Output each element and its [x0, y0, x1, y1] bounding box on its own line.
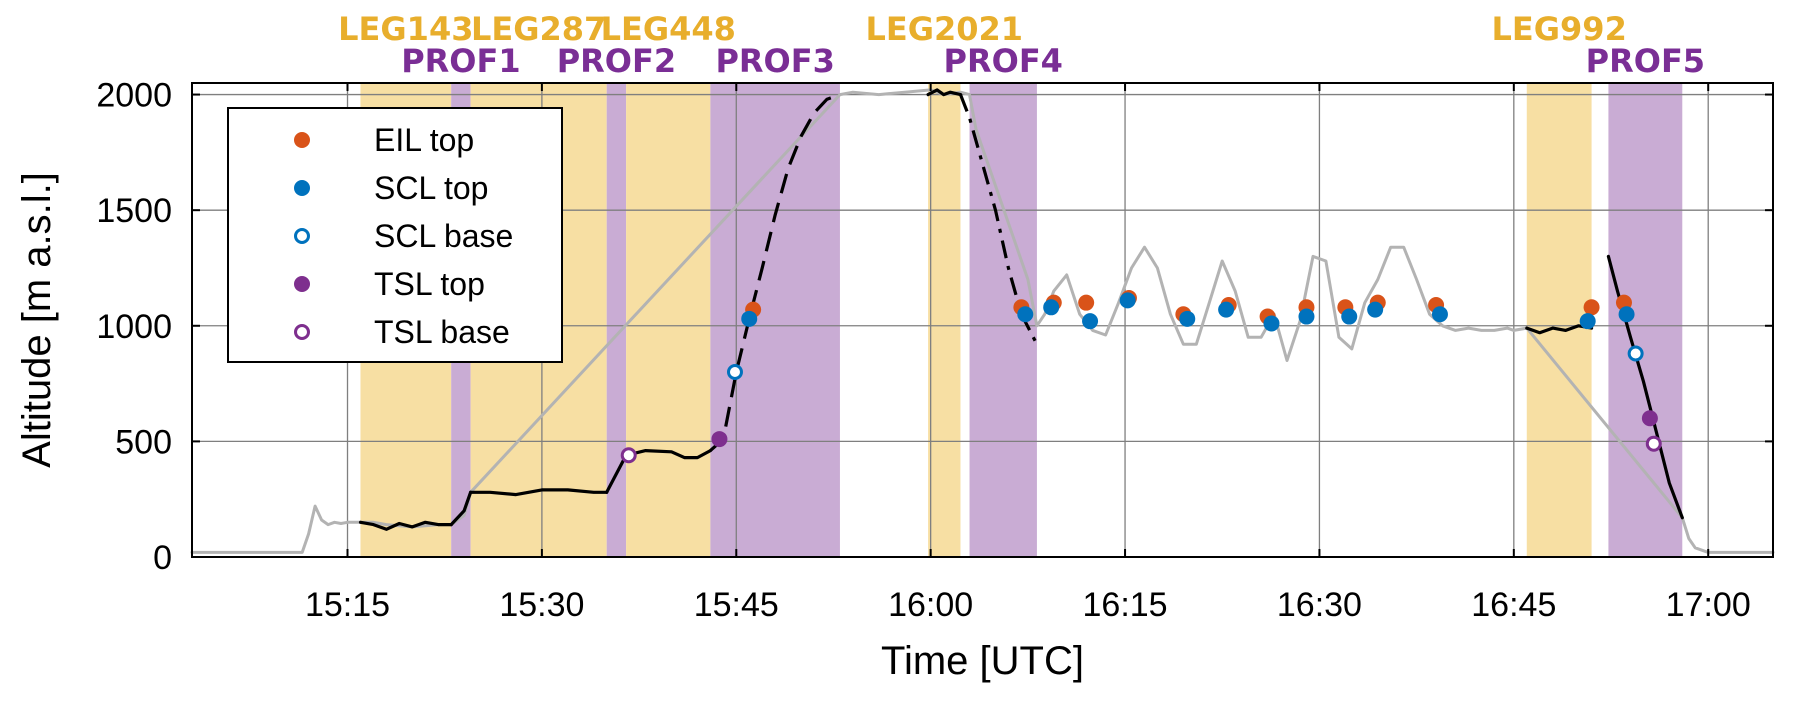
- marker-scl-top-1: [1017, 306, 1034, 323]
- series-line-leg287-track: [469, 488, 609, 497]
- legend-label-scl-top: SCL top: [374, 170, 488, 206]
- segment-label-prof1: PROF1: [401, 42, 520, 80]
- axis-ticks: 15:15 15:30 15:45 16:00 16:15 16:30 16:45 17:00…: [96, 77, 1773, 624]
- band-prof2: [606, 83, 627, 557]
- series-line-leg2021-track: [926, 88, 963, 97]
- marker-scl-top-7: [1263, 315, 1280, 332]
- marker-eil-top-12: [1583, 299, 1600, 316]
- band-leg448: [626, 83, 711, 557]
- y-tick-label-1500: 1500: [96, 192, 172, 230]
- x-tick-label-16-15: 16:15: [1083, 586, 1168, 624]
- x-tick-label-16-30: 16:30: [1277, 586, 1362, 624]
- marker-scl-top-4: [1119, 292, 1136, 309]
- legend-label-eil-top: EIL top: [374, 122, 474, 158]
- band-prof5: [1608, 83, 1683, 557]
- marker-scl-top-3: [1082, 313, 1099, 330]
- legend: EIL top SCL top SCL base TSL top TSL base: [227, 107, 563, 363]
- x-tick-label-16-45: 16:45: [1471, 586, 1556, 624]
- band-prof3: [710, 83, 840, 557]
- legend-marker-tsl-top: [294, 276, 310, 292]
- band-leg2021: [928, 83, 961, 557]
- x-tick-label-15-45: 15:45: [694, 586, 779, 624]
- legend-marker-eil-top: [294, 132, 310, 148]
- segment-label-prof2: PROF2: [557, 42, 676, 80]
- series-line-leg448-track: [624, 449, 713, 460]
- marker-scl-top-0: [741, 310, 758, 327]
- legend-label-scl-base: SCL base: [374, 218, 513, 254]
- series-line-prof1-track: [449, 490, 473, 527]
- series-line-prof2-track: [605, 453, 628, 494]
- legend-marker-tsl-base: [294, 324, 310, 340]
- series-line-prof3-track: [709, 93, 841, 452]
- segment-label-leg992: LEG992: [1492, 10, 1627, 48]
- marker-scl-top-11: [1431, 306, 1448, 323]
- segment-label-prof3: PROF3: [715, 42, 834, 80]
- series-markers: [620, 290, 1662, 464]
- marker-scl-top-5: [1179, 310, 1196, 327]
- marker-tsl-base-1: [1645, 435, 1662, 452]
- x-tick-label-16-00: 16:00: [888, 586, 973, 624]
- legend-marker-scl-base: [294, 228, 310, 244]
- marker-tsl-top-0: [711, 431, 728, 448]
- y-tick-label-2000: 2000: [96, 77, 172, 115]
- marker-scl-top-10: [1367, 301, 1384, 318]
- segment-label-leg287: LEG287: [471, 10, 606, 48]
- segment-label-prof4: PROF4: [944, 42, 1063, 80]
- marker-scl-base-0: [726, 364, 743, 381]
- segment-label-leg2021: LEG2021: [865, 10, 1023, 48]
- legend-marker-scl-top: [294, 180, 310, 196]
- series-line-leg992-track: [1525, 324, 1594, 335]
- series-line-flight-track: [190, 88, 1775, 554]
- marker-tsl-base-0: [620, 447, 637, 464]
- marker-scl-base-1: [1627, 345, 1644, 362]
- segment-label-leg448: LEG448: [601, 10, 736, 48]
- marker-scl-top-8: [1298, 308, 1315, 325]
- marker-scl-top-2: [1043, 299, 1060, 316]
- x-tick-label-15-15: 15:15: [305, 586, 390, 624]
- marker-scl-top-6: [1218, 301, 1235, 318]
- y-tick-label-500: 500: [115, 423, 172, 461]
- plot-frame: [191, 82, 1774, 558]
- y-tick-label-0: 0: [153, 539, 172, 577]
- y-tick-label-1000: 1000: [96, 308, 172, 346]
- x-axis-title: Time [UTC]: [881, 639, 1084, 683]
- series-line-leg143-track: [358, 520, 453, 531]
- segment-label-prof5: PROF5: [1586, 42, 1705, 80]
- marker-tsl-top-1: [1641, 410, 1658, 427]
- legend-box: [227, 107, 563, 363]
- x-tick-label-15-30: 15:30: [499, 586, 584, 624]
- marker-scl-top-12: [1579, 313, 1596, 330]
- marker-scl-top-9: [1341, 308, 1358, 325]
- marker-eil-top-3: [1078, 294, 1095, 311]
- legend-label-tsl-top: TSL top: [374, 266, 485, 302]
- legend-label-tsl-base: TSL base: [374, 314, 510, 350]
- y-axis-title: Altitude [m a.s.l.]: [15, 172, 59, 468]
- series-line-prof5-track: [1606, 254, 1684, 520]
- x-tick-label-17-00: 17:00: [1666, 586, 1751, 624]
- segment-label-leg143: LEG143: [338, 10, 473, 48]
- marker-scl-top-13: [1618, 306, 1635, 323]
